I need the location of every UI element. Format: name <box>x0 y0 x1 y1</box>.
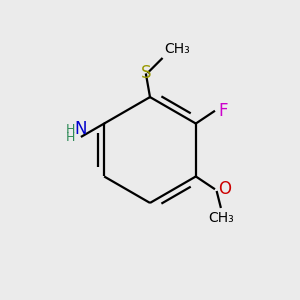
Text: H: H <box>66 123 75 136</box>
Text: N: N <box>74 120 87 138</box>
Text: CH₃: CH₃ <box>165 42 190 56</box>
Text: F: F <box>218 102 228 120</box>
Text: CH₃: CH₃ <box>208 211 233 225</box>
Text: O: O <box>218 180 231 198</box>
Text: H: H <box>66 131 75 144</box>
Text: S: S <box>141 64 151 82</box>
